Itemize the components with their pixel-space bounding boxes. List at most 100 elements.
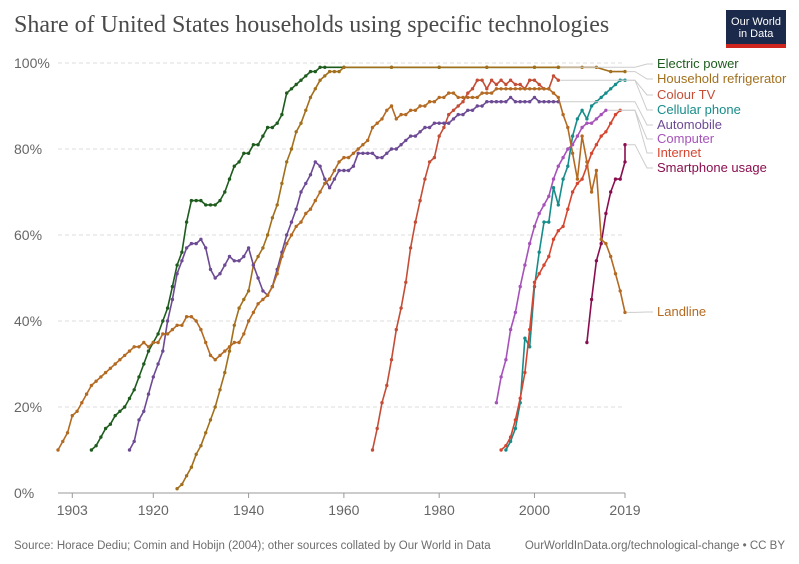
data-point-automobile [175,272,179,276]
data-point-automobile [261,289,265,293]
data-point-electric-power [251,143,256,147]
data-point-landline [423,104,427,108]
data-point-computer [532,224,537,229]
series-label-household-refrigerator[interactable]: Household refrigerator [657,71,787,86]
data-point-automobile [518,100,522,104]
data-point-household-refrigerator [223,370,227,375]
series-line-smartphone-usage[interactable] [586,144,626,343]
data-point-landline [180,323,184,327]
data-point-automobile [480,104,484,108]
data-point-landline [275,272,279,276]
data-point-landline [323,181,327,186]
data-point-automobile [475,104,479,108]
data-point-household-refrigerator [289,147,294,151]
data-point-landline [589,190,594,194]
data-point-colour-tv [394,327,398,332]
logo-line-2: in Data [738,28,774,40]
data-point-automobile [547,100,551,104]
series-line-computer[interactable] [495,109,607,403]
label-connector [627,144,653,169]
data-point-automobile [304,181,308,186]
series-label-cellular-phone[interactable]: Cellular phone [657,102,741,117]
data-point-colour-tv [385,383,389,388]
series-line-colour-tv[interactable] [371,75,559,451]
data-point-internet [513,418,518,422]
data-point-household-refrigerator [308,95,313,100]
data-point-cellular-phone [556,203,560,207]
data-point-landline [223,349,227,353]
data-point-electric-power [208,203,213,207]
data-point-smartphone-usage [609,190,613,194]
series-label-automobile[interactable]: Automobile [657,117,722,132]
data-point-colour-tv [375,426,379,431]
data-point-landline [108,366,113,370]
series-label-electric-power[interactable]: Electric power [657,56,739,71]
data-point-landline [246,319,251,323]
data-point-automobile [327,186,332,190]
data-point-landline [237,340,241,345]
data-point-computer [523,263,527,267]
data-point-landline [232,340,236,345]
data-point-electric-power [256,143,260,147]
data-point-landline [408,108,413,113]
series-label-smartphone-usage[interactable]: Smartphone usage [657,160,767,175]
data-point-landline [113,362,117,366]
data-point-smartphone-usage [623,143,627,147]
data-point-automobile [165,319,170,323]
data-point-automobile [237,259,241,263]
data-point-electric-power [237,160,241,164]
series-label-computer[interactable]: Computer [657,131,715,146]
data-point-smartphone-usage [623,160,627,164]
data-point-cellular-phone [609,87,613,91]
data-point-household-refrigerator [270,216,275,220]
data-point-electric-power [218,198,222,203]
data-point-computer [494,401,499,405]
data-point-household-refrigerator [246,289,251,293]
series-line-automobile[interactable] [128,96,559,451]
data-point-electric-power [265,125,270,130]
data-point-internet [613,112,618,117]
data-point-automobile [537,100,541,104]
series-line-landline[interactable] [57,88,626,451]
data-point-electric-power [213,203,217,207]
data-point-cellular-phone [542,220,546,224]
data-point-automobile [389,147,394,151]
data-point-computer [580,125,584,130]
data-point-cellular-phone [604,91,608,95]
x-tick-label: 2019 [609,502,640,518]
series-line-electric-power[interactable] [90,66,559,451]
data-point-automobile [394,147,398,151]
data-point-automobile [346,168,351,173]
data-point-electric-power [204,203,208,207]
data-point-automobile [132,439,136,444]
data-point-automobile [461,112,465,117]
owid-logo[interactable]: Our World in Data [726,10,786,48]
data-point-automobile [361,151,365,155]
data-point-automobile [161,349,165,353]
data-point-automobile [432,121,437,125]
data-point-landline [256,302,260,306]
data-point-electric-power [99,435,103,439]
data-point-landline [308,207,313,211]
data-point-automobile [380,155,384,160]
data-point-landline [485,91,489,95]
series-label-internet[interactable]: Internet [657,145,701,160]
series-label-landline[interactable]: Landline [657,304,706,319]
x-tick-label: 1980 [424,502,455,518]
data-point-landline [156,340,160,345]
data-point-automobile [451,117,456,121]
data-point-colour-tv [423,177,427,181]
data-point-cellular-phone [566,164,570,168]
data-point-colour-tv [442,125,446,130]
data-point-smartphone-usage [613,177,618,181]
data-point-landline [494,87,499,91]
source-link[interactable]: OurWorldInData.org/technological-change … [524,540,785,552]
data-point-landline [99,375,103,379]
data-point-landline [475,95,479,100]
data-point-landline [70,413,75,418]
data-point-colour-tv [556,78,560,82]
data-point-colour-tv [389,358,394,362]
data-point-landline [251,310,256,315]
series-line-household-refrigerator[interactable] [176,66,625,490]
series-label-colour-tv[interactable]: Colour TV [657,87,716,102]
